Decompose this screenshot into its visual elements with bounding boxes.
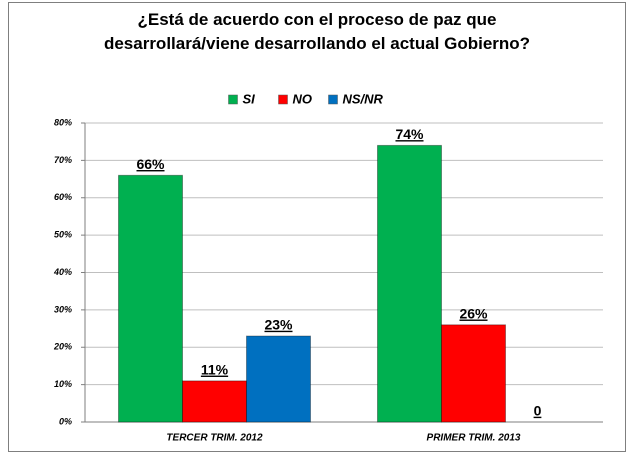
value-label: 74% (395, 126, 424, 142)
y-tick-label: 80% (54, 117, 72, 127)
value-label: 26% (459, 306, 488, 322)
value-label: 11% (201, 362, 229, 378)
value-label: 0 (534, 403, 542, 419)
legend-label: SI (243, 91, 256, 106)
chart-title: ¿Está de acuerdo con el proceso de paz q… (103, 10, 531, 53)
y-tick-label: 30% (54, 304, 72, 314)
value-label: 23% (264, 317, 293, 333)
legend-swatch (278, 94, 288, 105)
y-tick-label: 0% (59, 416, 72, 426)
bar (441, 324, 506, 423)
value-label: 66% (136, 156, 165, 172)
legend-label: NO (293, 91, 313, 106)
bar (118, 174, 183, 423)
legend-swatch (228, 94, 238, 105)
bar (182, 380, 247, 423)
chart-border (8, 2, 626, 452)
y-tick-label: 70% (54, 155, 72, 165)
title-box: ¿Está de acuerdo con el proceso de paz q… (0, 8, 634, 56)
legend-label: NS/NR (343, 91, 384, 106)
legend-swatch (328, 94, 338, 105)
bar (377, 144, 442, 423)
y-tick-label: 10% (54, 379, 72, 389)
bar (246, 335, 311, 423)
y-tick-label: 60% (54, 192, 72, 202)
y-tick-label: 20% (53, 342, 72, 352)
y-tick-label: 50% (54, 230, 72, 240)
x-tick-label: PRIMER TRIM. 2013 (427, 433, 521, 444)
y-tick-label: 40% (53, 267, 72, 277)
x-tick-label: TERCER TRIM. 2012 (166, 433, 263, 444)
